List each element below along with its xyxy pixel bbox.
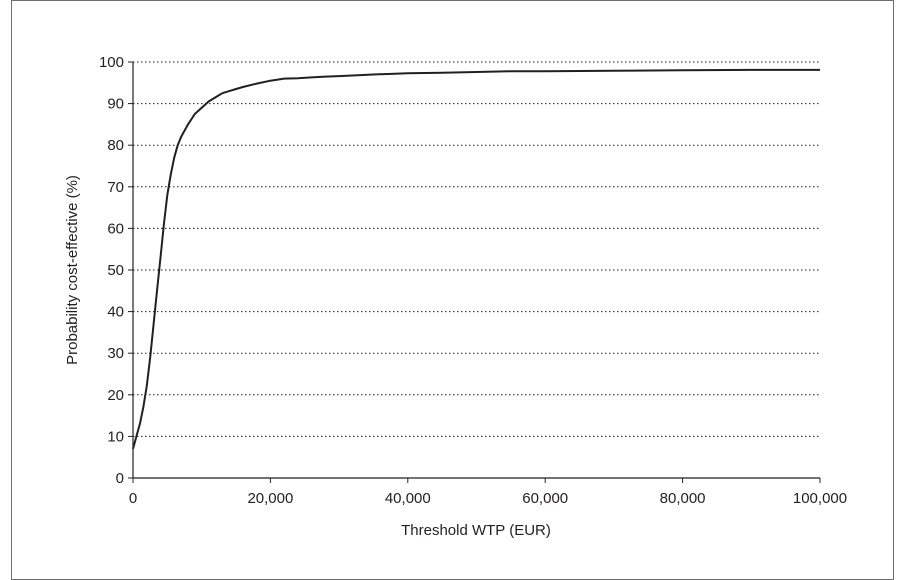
x-tick-label: 20,000 xyxy=(247,490,293,507)
y-tick-label: 100 xyxy=(99,54,124,71)
x-tick-label: 100,000 xyxy=(793,490,847,507)
gridlines xyxy=(133,61,820,437)
y-axis-label: Probability cost-effective (%) xyxy=(64,175,81,365)
y-tick-label: 20 xyxy=(107,387,124,404)
y-tick-label: 30 xyxy=(107,345,124,362)
y-tick-label: 40 xyxy=(107,304,124,321)
chart-frame xyxy=(11,0,894,580)
y-tick-label: 10 xyxy=(107,428,124,445)
y-tick-label: 90 xyxy=(107,96,124,113)
x-axis-label: Threshold WTP (EUR) xyxy=(401,522,551,539)
y-tick-labels: 0 10 20 30 40 50 60 70 80 90 100 xyxy=(99,54,124,487)
series-line xyxy=(132,68,820,450)
x-tick-label: 80,000 xyxy=(660,490,706,507)
x-tick-label: 40,000 xyxy=(385,490,431,507)
y-tick-label: 50 xyxy=(107,262,124,279)
x-tick-labels: 0 20,000 40,000 60,000 80,000 100,000 xyxy=(129,490,847,507)
series-group xyxy=(132,68,820,450)
y-tick-label: 70 xyxy=(107,179,124,196)
y-tick-label: 80 xyxy=(107,137,124,154)
x-tick-label: 0 xyxy=(129,490,137,507)
y-tick-label: 60 xyxy=(107,220,124,237)
y-tick-label: 0 xyxy=(116,470,124,487)
x-tick-label: 60,000 xyxy=(522,490,568,507)
axes xyxy=(128,61,821,483)
